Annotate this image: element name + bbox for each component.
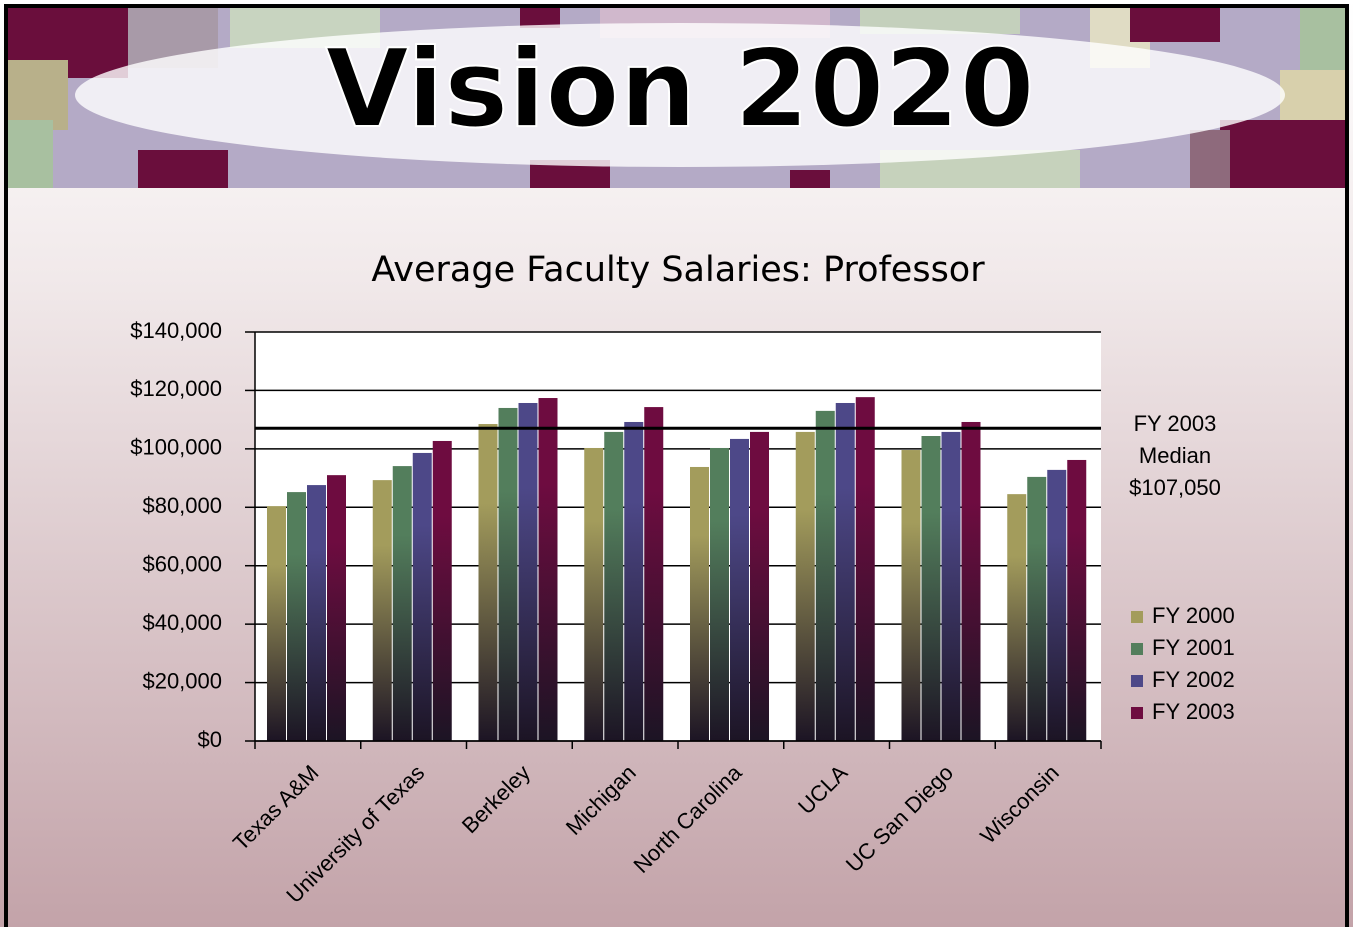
bar (604, 432, 623, 741)
bar (1027, 477, 1046, 741)
bar (750, 432, 769, 741)
legend-swatch (1131, 707, 1143, 719)
bar (710, 448, 729, 741)
bar (393, 466, 412, 741)
y-tick-label: $120,000 (130, 376, 222, 401)
bar (519, 403, 538, 741)
median-annotation: FY 2003 (1134, 411, 1217, 436)
bar (624, 422, 643, 741)
bar (479, 424, 498, 741)
bar (942, 432, 961, 741)
bar (267, 506, 286, 741)
median-annotation: $107,050 (1129, 475, 1221, 500)
bar (796, 432, 815, 741)
y-tick-label: $20,000 (142, 668, 222, 693)
banner-title: Vision 2020 (325, 27, 1034, 152)
bar (1067, 460, 1086, 741)
bar (433, 441, 452, 741)
bar (1047, 470, 1066, 741)
bar (922, 436, 941, 741)
bar (584, 448, 603, 741)
y-tick-label: $0 (198, 727, 222, 752)
bar (539, 398, 558, 741)
bar (962, 422, 981, 741)
legend-label: FY 2002 (1152, 667, 1235, 692)
bar (307, 485, 326, 741)
y-tick-label: $140,000 (130, 318, 222, 343)
legend-swatch (1131, 611, 1143, 623)
bar (816, 411, 835, 741)
bar (856, 397, 875, 741)
bar (413, 453, 432, 741)
bar (902, 450, 921, 741)
legend-label: FY 2001 (1152, 635, 1235, 660)
bar (327, 475, 346, 741)
slide: Vision 2020 Average Faculty Salaries: Pr… (0, 0, 1353, 927)
legend-swatch (1131, 643, 1143, 655)
bar (373, 480, 392, 741)
legend-label: FY 2003 (1152, 699, 1235, 724)
bar (836, 403, 855, 741)
bar (499, 408, 518, 741)
bar (1007, 494, 1026, 741)
median-annotation: Median (1139, 443, 1211, 468)
legend-label: FY 2000 (1152, 603, 1235, 628)
y-tick-label: $60,000 (142, 552, 222, 577)
bar (730, 439, 749, 741)
legend-swatch (1131, 675, 1143, 687)
bar (690, 467, 709, 741)
y-tick-label: $100,000 (130, 435, 222, 460)
y-tick-label: $40,000 (142, 610, 222, 635)
bar (287, 492, 306, 741)
bar (644, 407, 663, 741)
chart-title: Average Faculty Salaries: Professor (371, 250, 985, 290)
y-tick-label: $80,000 (142, 493, 222, 518)
